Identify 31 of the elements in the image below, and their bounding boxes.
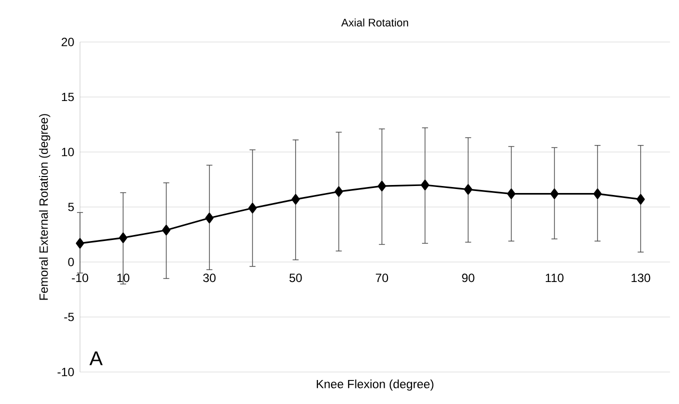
y-tick-label: 0: [68, 258, 74, 266]
point: [507, 188, 516, 200]
point: [550, 188, 559, 200]
y-tick-label: 5: [68, 202, 74, 212]
point: [334, 186, 343, 197]
y-tick-label: -5: [64, 312, 74, 322]
point: [291, 194, 300, 205]
x-tick-label: 70: [376, 274, 388, 282]
point: [205, 212, 214, 224]
y-tick-label: -10: [58, 368, 74, 376]
point: [378, 180, 386, 192]
y-axis-title: Femoral External Rotation (degree): [39, 114, 50, 300]
x-tick-label: 110: [546, 274, 564, 282]
y-tick-label: 15: [62, 92, 74, 102]
annotation: A: [89, 351, 103, 366]
point: [248, 202, 257, 214]
chart-title: Axial Rotation: [341, 18, 408, 27]
point: [636, 194, 645, 205]
y-tick-label: 10: [62, 148, 74, 156]
y-tick-label: 20: [62, 38, 74, 46]
x-tick-label: 50: [289, 274, 302, 282]
x-tick-label: 30: [203, 274, 216, 282]
x-axis-title: Knee Flexion (degree): [316, 380, 434, 391]
point: [162, 224, 170, 236]
x-tick-label: 90: [462, 274, 474, 282]
point: [593, 188, 602, 200]
point: [464, 184, 472, 195]
x-tick-label: 130: [632, 274, 650, 282]
point: [118, 232, 128, 244]
point: [420, 180, 430, 190]
point: [76, 238, 84, 249]
